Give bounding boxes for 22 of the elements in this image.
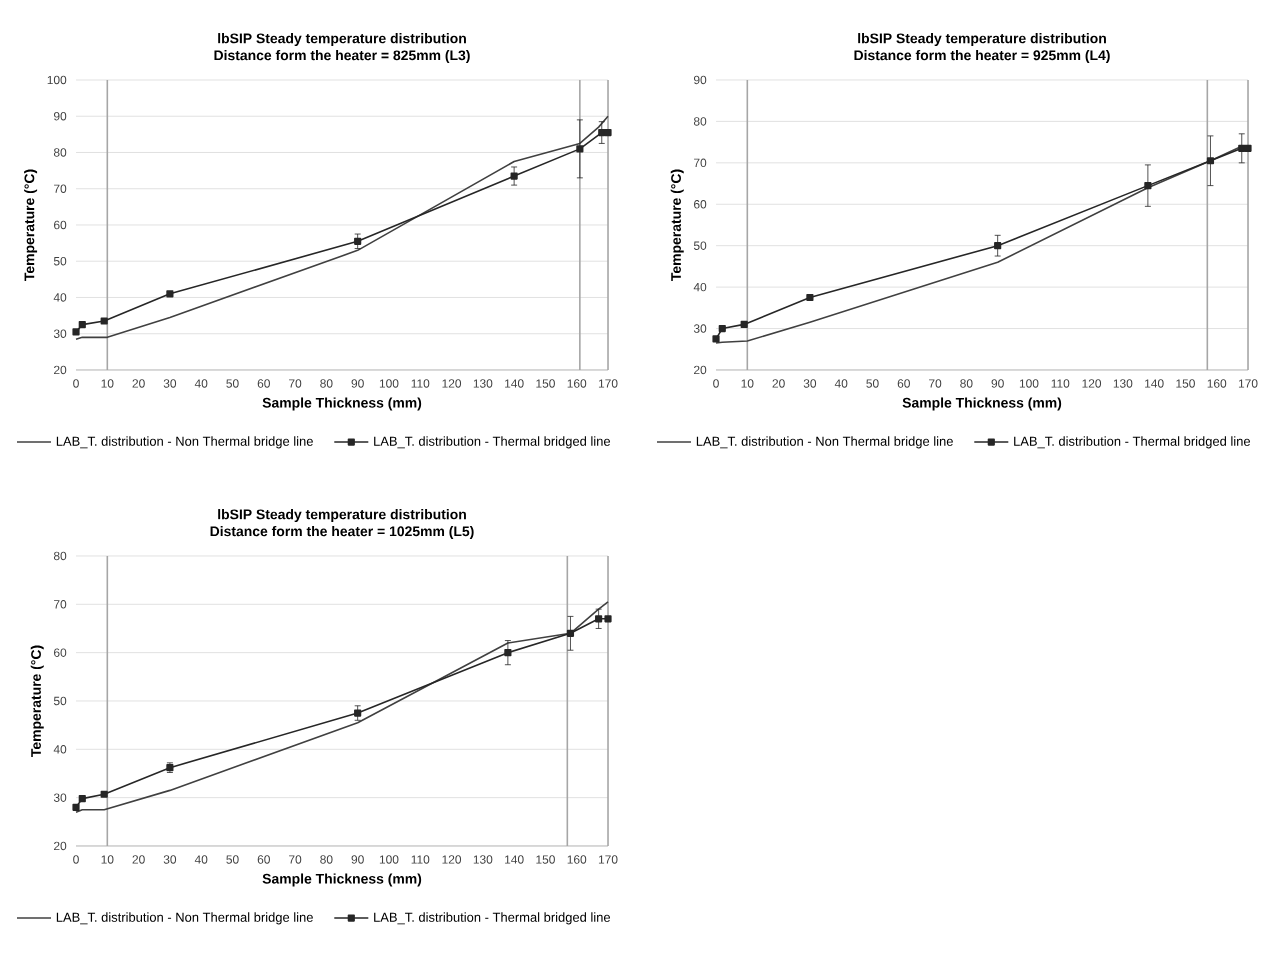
point	[718, 324, 726, 333]
point	[72, 803, 80, 811]
point	[604, 615, 612, 623]
point	[712, 335, 720, 343]
point	[72, 328, 80, 336]
point	[100, 317, 108, 325]
point	[510, 172, 518, 180]
point	[166, 290, 174, 298]
point	[740, 320, 748, 328]
point	[1144, 182, 1152, 190]
point	[1206, 157, 1215, 165]
point	[78, 321, 86, 329]
point	[604, 128, 612, 137]
point	[576, 145, 584, 153]
point	[504, 649, 512, 657]
point	[78, 795, 86, 803]
point	[595, 615, 603, 623]
point	[100, 790, 108, 798]
point	[806, 293, 814, 302]
point	[566, 629, 575, 637]
point	[1244, 144, 1252, 152]
point	[994, 242, 1002, 250]
